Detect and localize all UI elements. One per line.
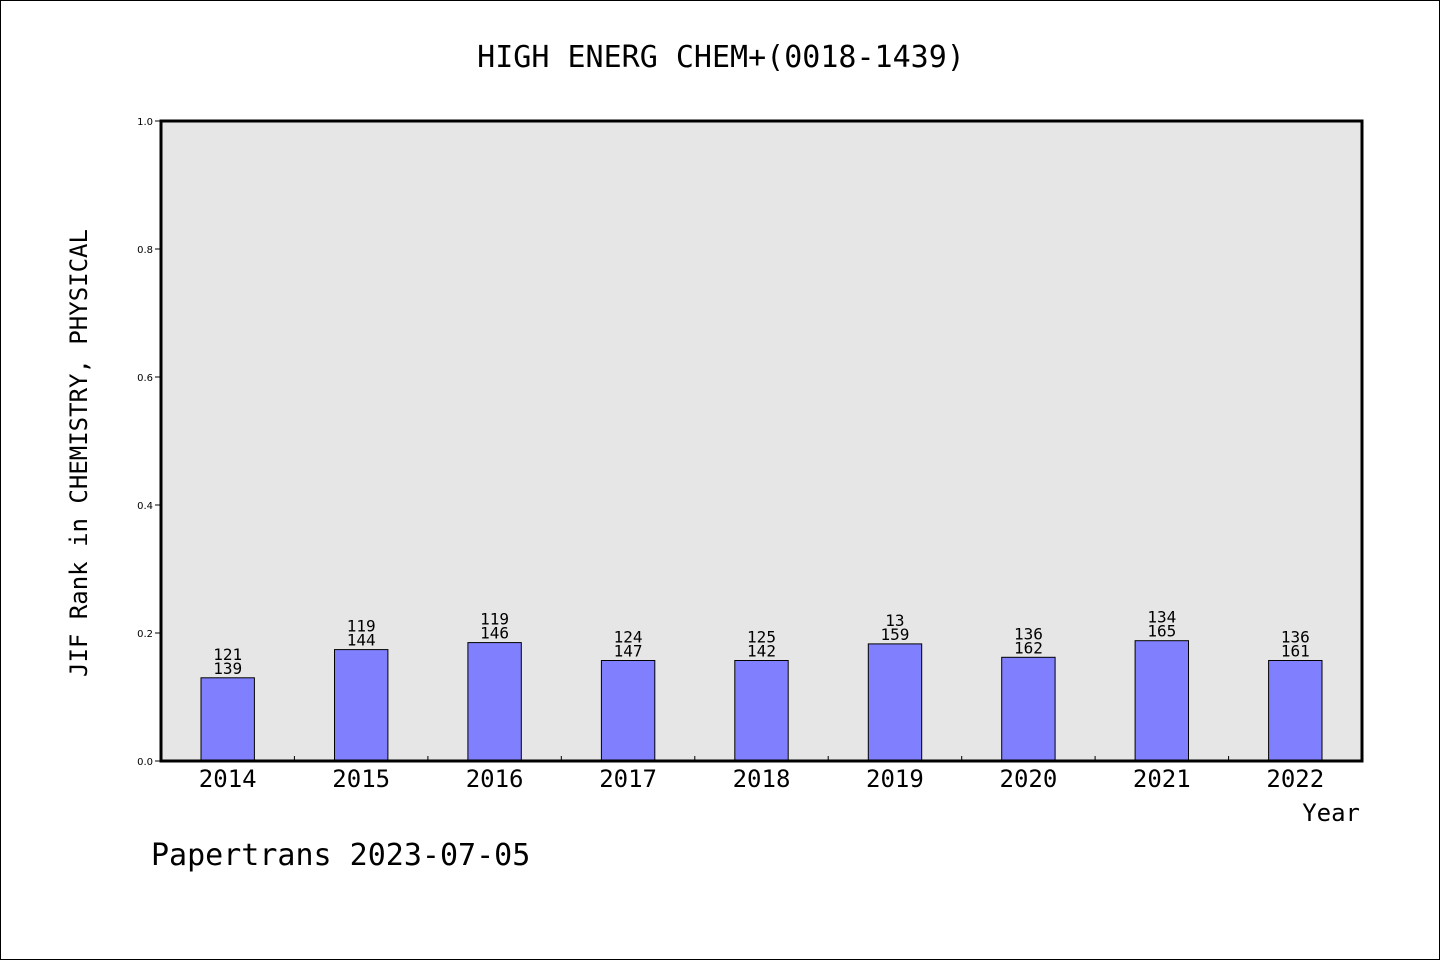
bars-group [200,640,1323,762]
bar-2015 [334,649,389,762]
bar-total-label: 144 [347,631,376,650]
x-tick-label: 2020 [1000,765,1058,793]
bar-rank-label: 136 [1014,624,1043,643]
bar-2018 [734,660,789,762]
bar-rank-label: 121 [213,645,242,664]
bar-total-label: 142 [747,642,776,661]
bar-rank-label: 125 [747,628,776,647]
bar-rank-label: 136 [1281,628,1310,647]
chart-title: HIGH ENERG CHEM+(0018-1439) [477,40,965,75]
bar-total-label: 159 [880,625,909,644]
bar-rank-label: 134 [1147,608,1176,627]
y-tick-label: 0.0 [137,757,153,768]
plot-frame [159,119,1364,763]
bar-2016 [467,642,522,762]
bar-total-label: 162 [1014,638,1043,657]
x-tick-label: 2017 [599,765,657,793]
footer-credit: Papertrans 2023-07-05 [151,838,530,873]
y-tick-label: 0.2 [137,629,153,640]
bar-rank-label: 119 [347,617,376,636]
x-tick-label: 2015 [332,765,390,793]
bar-2020 [1001,656,1056,762]
bar-rank-label: 13 [885,611,904,630]
y-axis-label: JIF Rank in CHEMISTRY, PHYSICAL [65,229,93,677]
x-axis: 2014 2015 2016 2017 2018 2019 2020 2021 2022 [199,756,1324,793]
bar-2021 [1134,640,1189,762]
bar-total-label: 139 [213,659,242,678]
y-tick-label: 0.8 [137,245,153,256]
x-tick-label: 2021 [1133,765,1191,793]
x-tick-label: 2019 [866,765,924,793]
x-tick-label: 2018 [733,765,791,793]
bar-rank-label: 124 [614,628,643,647]
y-tick-label: 0.4 [137,501,153,512]
bar-total-label: 161 [1281,642,1310,661]
bar-total-label: 146 [480,624,509,643]
bar-total-label: 147 [614,642,643,661]
y-tick-label: 1.0 [137,117,153,128]
bar-2017 [600,660,656,762]
bar-2019 [867,643,923,762]
bar-total-label: 165 [1147,622,1176,641]
y-axis: 0.0 0.2 0.4 0.6 0.8 1.0 [137,117,161,768]
x-tick-label: 2014 [199,765,257,793]
x-axis-label: Year [1302,799,1360,827]
bar-2014 [200,677,255,762]
x-tick-label: 2022 [1266,765,1324,793]
y-tick-label: 0.6 [137,373,153,384]
x-tick-label: 2016 [466,765,524,793]
bar-rank-label: 119 [480,610,509,629]
bar-2022 [1268,660,1323,762]
